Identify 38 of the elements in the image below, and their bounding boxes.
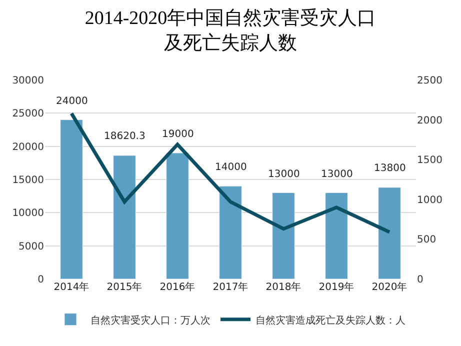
- y-tick-label: 5000: [18, 241, 44, 252]
- bar: [272, 192, 295, 279]
- y-tick-label: 10000: [12, 208, 44, 220]
- x-tick-label: 2018年: [266, 281, 302, 293]
- x-tick-label: 2015年: [106, 281, 142, 293]
- chart-title: 2014-2020年中国自然灾害受灾人口: [84, 7, 376, 30]
- data-label: 13000: [321, 169, 353, 180]
- y-tick-label: 30000: [12, 76, 44, 86]
- x-tick-label: 2019年: [318, 281, 354, 293]
- data-label: 24000: [56, 96, 88, 107]
- data-label: 13800: [374, 163, 406, 174]
- y-tick-label: 25000: [12, 108, 44, 120]
- legend-label: 自然灾害受灾人口：万人次: [90, 314, 210, 326]
- bar: [325, 192, 348, 279]
- data-label: 18620.3: [104, 131, 146, 142]
- x-tick-label: 2020年: [372, 281, 408, 293]
- y2-tick-label: 2000: [417, 115, 442, 126]
- data-label: 14000: [215, 162, 247, 173]
- chart-subtitle: 及死亡失踪人数: [164, 32, 297, 54]
- data-label: 13000: [268, 169, 300, 180]
- bar: [166, 152, 189, 279]
- y-tick-label: 15000: [12, 175, 44, 186]
- y2-tick-label: 2500: [417, 76, 442, 86]
- legend-label: 自然灾害造成死亡及失踪人数：人: [256, 314, 406, 326]
- x-tick-label: 2016年: [160, 281, 196, 293]
- bar: [113, 155, 136, 279]
- y2-tick-label: 0: [417, 274, 424, 286]
- bar: [60, 120, 83, 279]
- bar: [219, 186, 242, 279]
- y-tick-label: 0: [38, 274, 44, 286]
- y2-tick-label: 1000: [417, 194, 442, 206]
- y2-tick-label: 1500: [417, 155, 442, 166]
- bar: [378, 187, 401, 279]
- x-tick-label: 2017年: [212, 281, 248, 293]
- x-tick-label: 2014年: [54, 281, 90, 293]
- data-label: 19000: [162, 129, 194, 140]
- y2-tick-label: 500: [417, 234, 436, 246]
- y-tick-label: 20000: [12, 142, 44, 153]
